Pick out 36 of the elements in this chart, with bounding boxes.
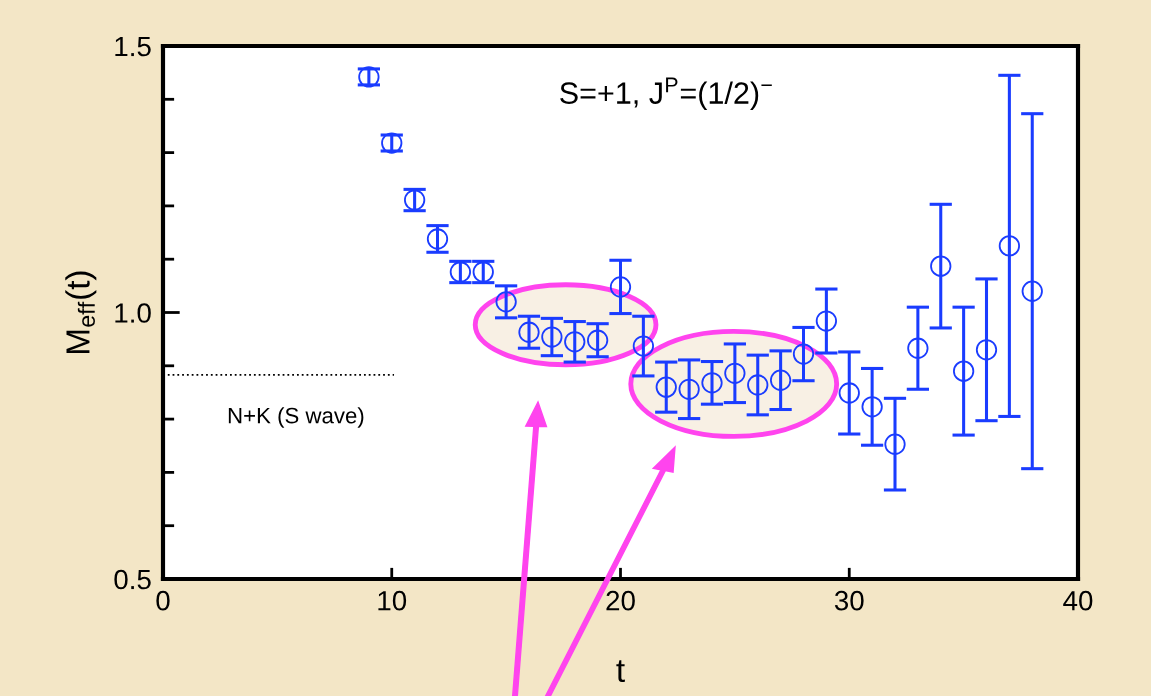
point xyxy=(541,326,563,348)
y-tick-label: 1.5 xyxy=(115,36,151,57)
point xyxy=(907,337,929,359)
point xyxy=(564,331,586,353)
y-tick-label: 1.0 xyxy=(115,303,151,323)
point xyxy=(586,329,609,351)
ref-line-label: N+K (S wave) xyxy=(228,407,364,428)
point xyxy=(815,310,838,332)
point xyxy=(518,321,540,343)
point xyxy=(952,360,975,382)
point xyxy=(747,374,769,396)
point xyxy=(495,291,517,313)
point xyxy=(701,372,723,394)
point xyxy=(838,382,860,404)
point xyxy=(998,235,1021,257)
point xyxy=(861,396,883,418)
point xyxy=(1021,280,1043,302)
point xyxy=(792,343,815,365)
x-tick-label: 30 xyxy=(834,590,864,611)
point xyxy=(724,362,746,384)
x-tick-label: 10 xyxy=(378,590,407,611)
point xyxy=(632,335,655,357)
point xyxy=(769,369,792,391)
point xyxy=(884,433,906,455)
x-tick-label: 0 xyxy=(156,590,170,611)
point xyxy=(930,255,952,277)
x-axis-title: t xyxy=(616,660,625,683)
y-axis-title: M$_{eff}$(t) xyxy=(65,271,97,354)
annotation: S=+1, J$^{P}$=(1/2)$^{−}$ xyxy=(560,77,772,110)
point xyxy=(678,378,700,400)
point xyxy=(609,276,632,298)
x-tick-label: 20 xyxy=(606,590,635,611)
point xyxy=(655,376,677,398)
x-tick-label: 40 xyxy=(1063,590,1093,611)
y-tick-label: 0.5 xyxy=(114,569,151,590)
point xyxy=(975,339,998,361)
